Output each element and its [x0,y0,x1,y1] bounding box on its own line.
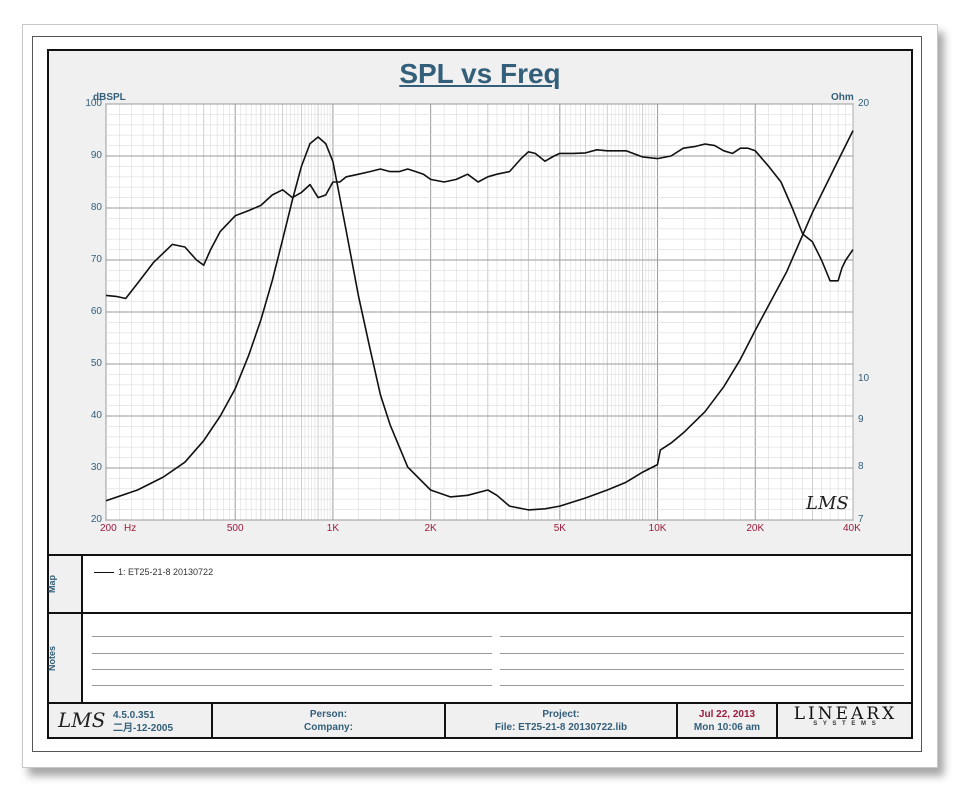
y2-tick-label: 20 [858,98,870,109]
y-tick-label: 90 [90,150,102,161]
company-label: Company: [304,722,353,733]
time-text: Mon 10:06 am [693,722,761,733]
notes-line [500,636,904,637]
y2-axis-label: Ohm [831,92,854,103]
footer-divider [47,702,913,704]
y-tick-label: 70 [90,254,102,265]
y-tick-label: 30 [90,462,102,473]
x-tick-label: 500 [226,523,244,534]
date-cell: Jul 22, 2013 Mon 10:06 am [676,704,776,738]
notes-line [92,636,492,637]
map-divider [47,554,913,556]
notes-label: Notes [47,645,57,671]
map-separator [81,556,83,612]
impedance-curve [105,130,854,511]
notes-line [92,669,492,670]
x-tick-label: Hz [124,523,137,534]
y-tick-label: 50 [90,358,102,369]
map-label: Map [47,575,57,593]
y-tick-label: 100 [85,98,102,109]
outer-frame [32,36,922,752]
systems-text: S Y S T E M S [813,721,878,727]
person-cell: Person: Company: [211,704,444,738]
project-cell: Project: File: ET25-21-8 20130722.lib [444,704,676,738]
x-tick-label: 5K [553,523,566,534]
lms-logo: LMS [58,708,106,732]
version-block: 4.5.0.351 二月-12-2005 [113,709,173,735]
x-tick-label: 2K [424,523,437,534]
notes-panel[interactable] [83,614,911,702]
y2-tick-label: 8 [858,461,864,473]
lms-watermark: LMS [806,493,849,514]
x-tick-label: 20K [746,523,765,534]
notes-line [92,685,492,686]
legend-entry: 1: ET25-21-8 20130722 [94,567,213,577]
y-tick-label: 80 [90,202,102,213]
notes-divider [47,612,913,614]
notes-line [92,653,492,654]
y-tick-label: 20 [90,514,102,525]
notes-line [500,653,904,654]
legend-entry-text: 1: ET25-21-8 20130722 [118,567,214,577]
file-label: File: ET25-21-8 20130722.lib [494,722,628,733]
brand-cell: LINEARX S Y S T E M S [776,704,913,738]
legend-swatch [94,571,114,573]
person-label: Person: [309,709,348,720]
y2-tick-label: 10 [858,372,870,384]
y-tick-label: 60 [90,306,102,317]
y-tick-label: 40 [90,410,102,421]
date-text: Jul 22, 2013 [698,709,756,720]
chart-title: SPL vs Freq [399,58,561,89]
x-tick-label: 1K [326,523,340,534]
x-tick-label: 40K [843,523,861,534]
notes-line [500,685,904,686]
map-panel [83,556,911,612]
x-tick-label: 10K [648,523,667,534]
y2-tick-label: 9 [858,414,864,426]
y-axis-label: dBSPL [93,92,126,103]
plot-area [105,103,854,521]
notes-line [500,669,904,670]
spl-curve [105,143,854,300]
notes-separator [81,614,83,702]
version-text: 4.5.0.351 [113,710,155,721]
y2-tick-label: 7 [858,514,864,525]
build-date: 二月-12-2005 [113,723,174,734]
x-tick-label: 200 [100,523,117,534]
project-label: Project: [542,709,580,720]
linearx-logo: LINEARX [793,704,898,724]
